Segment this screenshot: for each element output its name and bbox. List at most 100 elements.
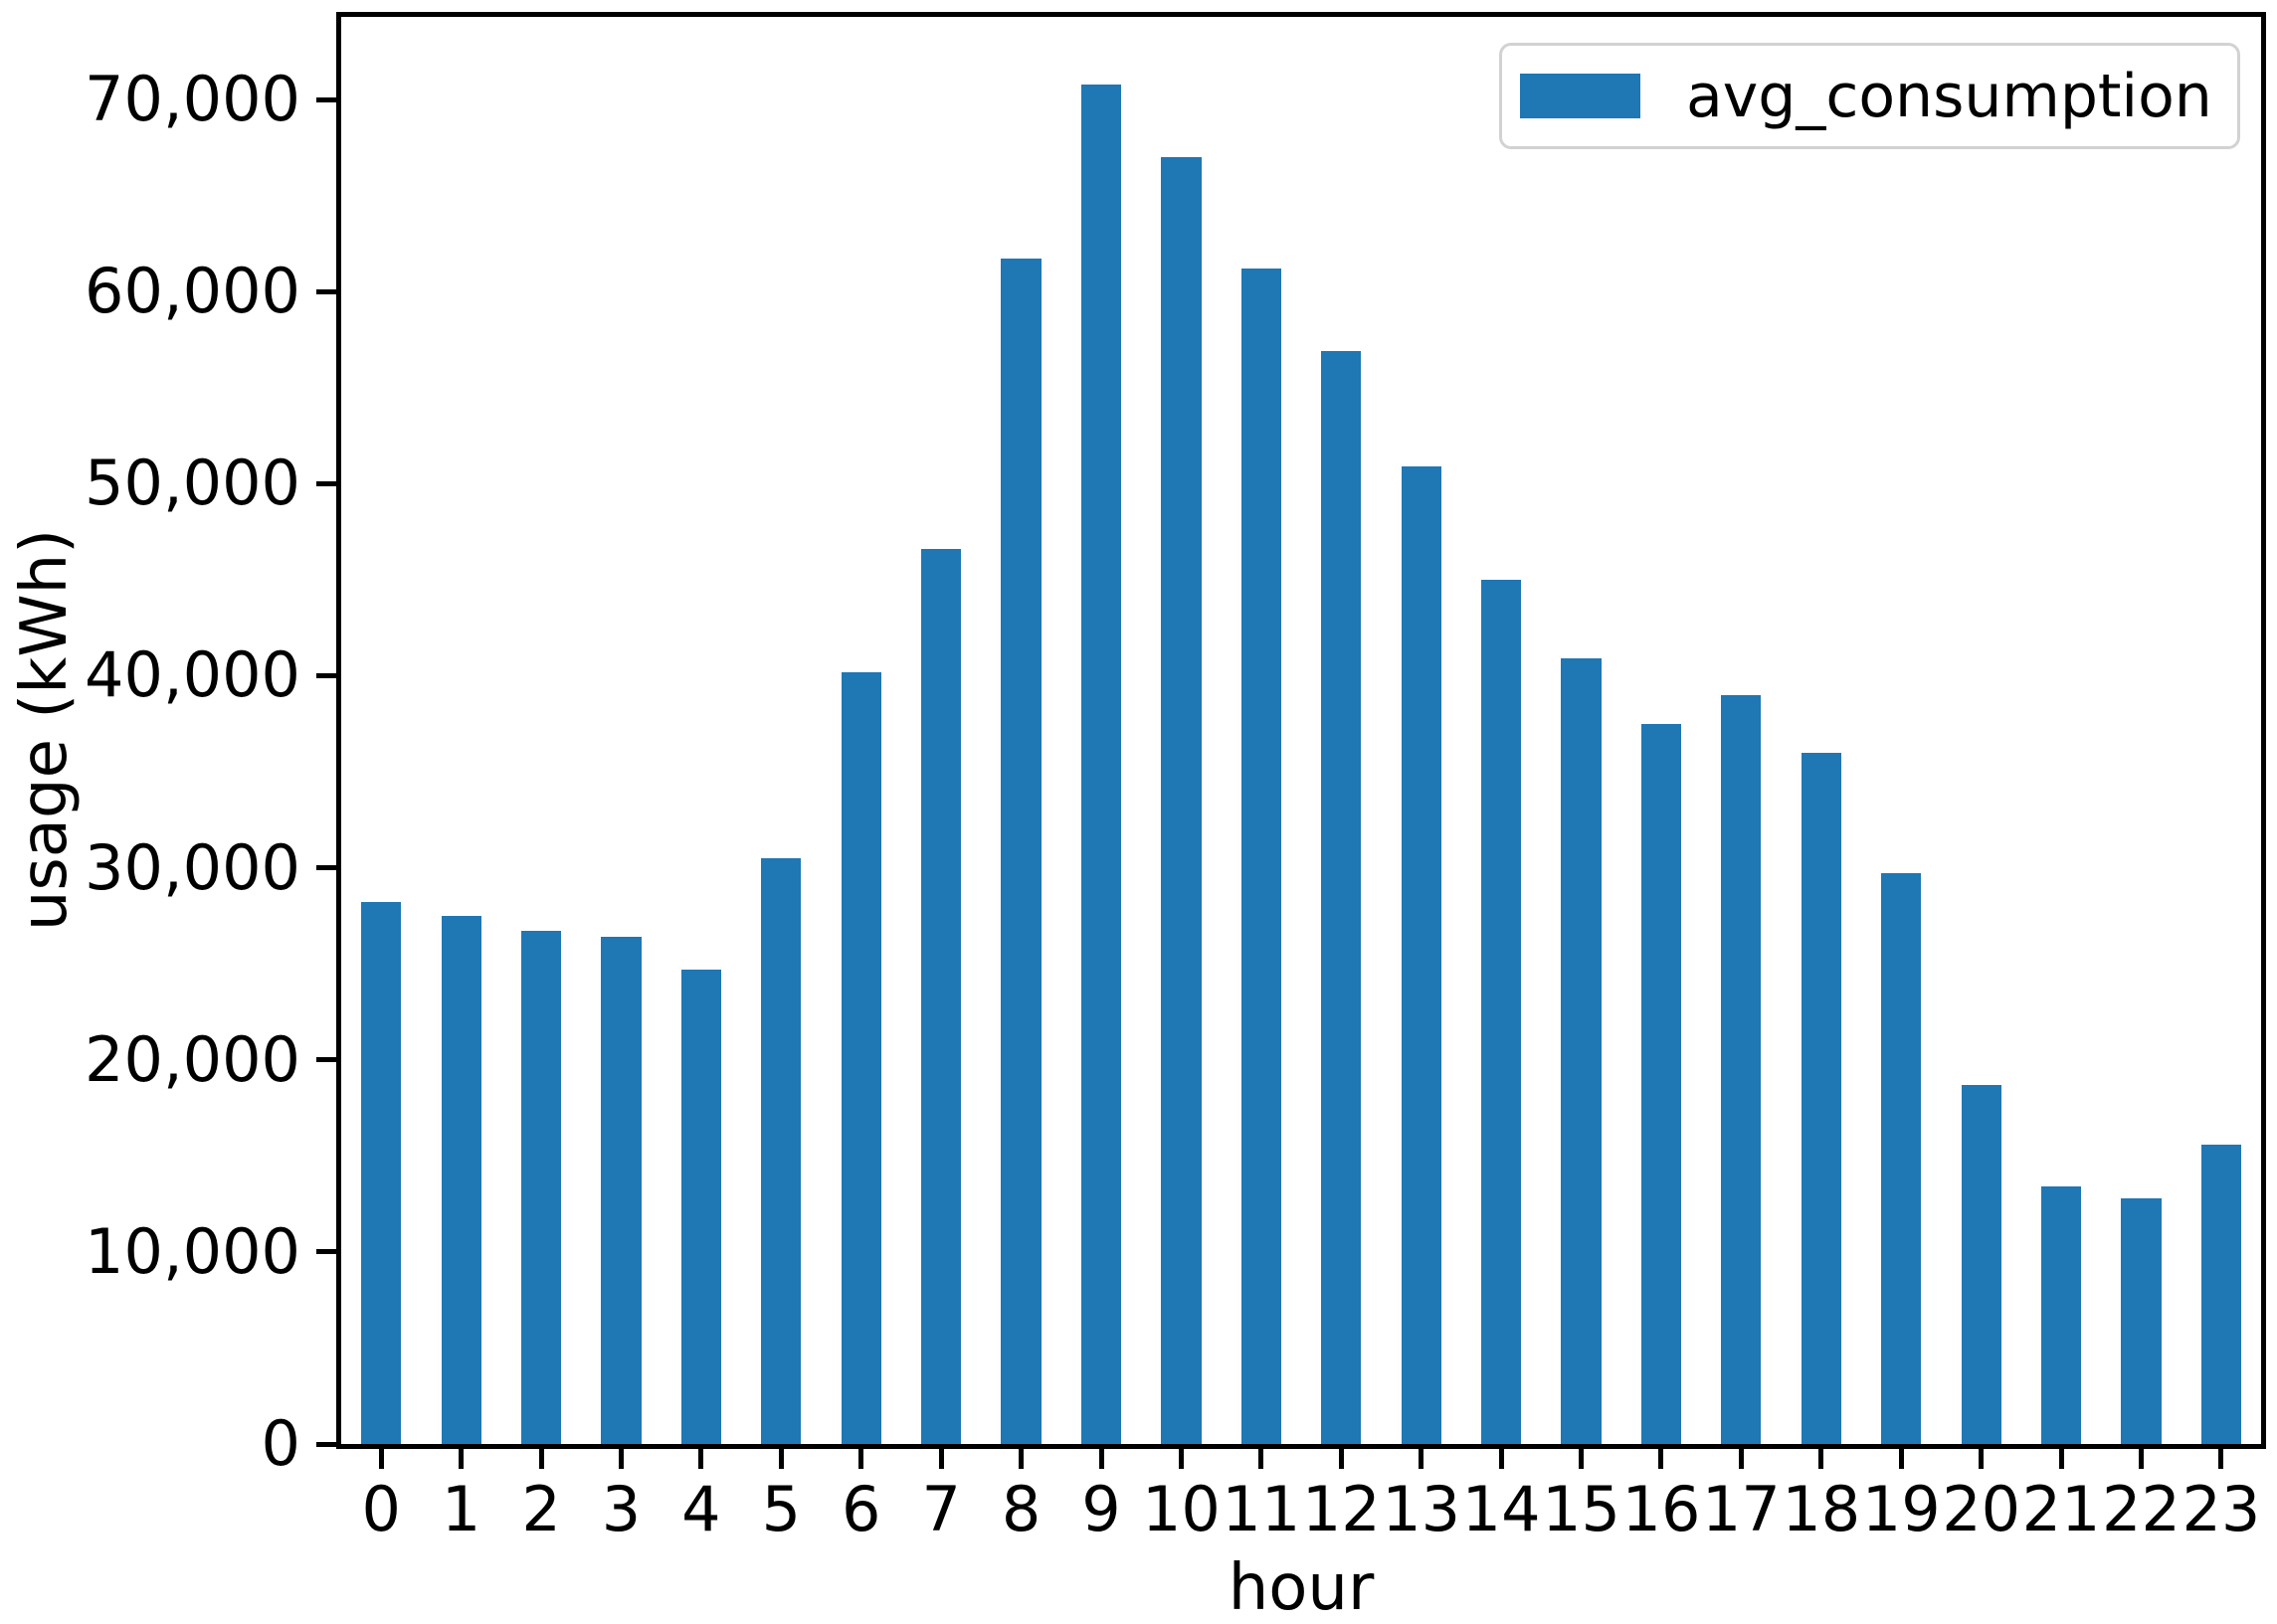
- y-tick-label-40000: 40,000: [85, 638, 300, 712]
- x-tick-slot-9: 9: [1061, 1449, 1141, 1544]
- x-tick-label-21: 21: [2021, 1473, 2101, 1545]
- x-tick-mark-10: [1178, 1449, 1184, 1469]
- y-tick-mark-30000: [316, 865, 336, 871]
- bar-hour-20: [1961, 1084, 2001, 1444]
- x-tick-label-13: 13: [1382, 1473, 1461, 1545]
- x-tick-label-4: 4: [681, 1473, 721, 1545]
- bar-hour-23: [2200, 1144, 2242, 1444]
- y-tick-mark-40000: [316, 672, 336, 678]
- bar-hour-16: [1640, 723, 1682, 1444]
- y-tick-label-20000: 20,000: [85, 1022, 300, 1096]
- x-tick-slot-18: 18: [1782, 1449, 1861, 1544]
- x-tick-slot-17: 17: [1701, 1449, 1781, 1544]
- x-tick-slot-6: 6: [822, 1449, 901, 1544]
- bar-slot-hour-17: [1701, 17, 1781, 1444]
- bar-hour-22: [2121, 1197, 2162, 1444]
- bar-hour-18: [1801, 752, 1841, 1444]
- x-tick-slot-23: 23: [2182, 1449, 2261, 1544]
- x-tick-label-16: 16: [1621, 1473, 1701, 1545]
- x-tick-mark-20: [1979, 1449, 1985, 1469]
- x-tick-mark-5: [778, 1449, 784, 1469]
- x-tick-mark-12: [1338, 1449, 1344, 1469]
- x-tick-label-8: 8: [1001, 1473, 1042, 1545]
- y-tick-label-0: 0: [261, 1407, 300, 1480]
- bar-slot-hour-0: [341, 17, 421, 1444]
- x-tick-mark-14: [1498, 1449, 1504, 1469]
- legend-color-swatch: [1520, 74, 1640, 118]
- x-tick-label-20: 20: [1942, 1473, 2021, 1545]
- legend-label: avg_consumption: [1686, 61, 2212, 131]
- bar-hour-7: [921, 549, 962, 1444]
- bar-slot-hour-3: [581, 17, 661, 1444]
- bar-hour-21: [2040, 1186, 2082, 1444]
- x-tick-mark-16: [1658, 1449, 1664, 1469]
- bar-slot-hour-19: [1861, 17, 1941, 1444]
- x-tick-label-0: 0: [361, 1473, 401, 1545]
- x-tick-slot-10: 10: [1141, 1449, 1221, 1544]
- x-tick-slot-20: 20: [1941, 1449, 2020, 1544]
- bar-slot-hour-6: [822, 17, 901, 1444]
- bar-hour-13: [1401, 465, 1441, 1444]
- x-tick-slot-13: 13: [1381, 1449, 1460, 1544]
- bar-slot-hour-21: [2021, 17, 2101, 1444]
- bar-hour-3: [601, 937, 642, 1444]
- bar-slot-hour-7: [901, 17, 981, 1444]
- x-tick-mark-21: [2058, 1449, 2064, 1469]
- y-tick-label-50000: 50,000: [85, 447, 300, 520]
- x-tick-mark-13: [1419, 1449, 1424, 1469]
- x-tick-mark-8: [1019, 1449, 1025, 1469]
- x-tick-slot-2: 2: [501, 1449, 581, 1544]
- bar-hour-0: [361, 902, 402, 1444]
- x-tick-label-5: 5: [761, 1473, 802, 1545]
- x-tick-slot-21: 21: [2021, 1449, 2101, 1544]
- bar-slot-hour-1: [421, 17, 500, 1444]
- x-tick-mark-15: [1579, 1449, 1585, 1469]
- bar-hour-15: [1561, 658, 1602, 1444]
- x-tick-label-3: 3: [601, 1473, 642, 1545]
- x-tick-slot-5: 5: [741, 1449, 821, 1544]
- bar-slot-hour-18: [1782, 17, 1861, 1444]
- bar-slot-hour-10: [1141, 17, 1221, 1444]
- x-tick-slot-0: 0: [341, 1449, 421, 1544]
- bar-slot-hour-5: [741, 17, 821, 1444]
- x-tick-mark-6: [858, 1449, 864, 1469]
- bar-hour-19: [1881, 873, 1922, 1444]
- x-tick-mark-1: [459, 1449, 465, 1469]
- x-tick-label-23: 23: [2182, 1473, 2261, 1545]
- bar-slot-hour-14: [1461, 17, 1541, 1444]
- x-tick-slot-16: 16: [1621, 1449, 1701, 1544]
- bar-slot-hour-23: [2182, 17, 2261, 1444]
- x-tick-slot-4: 4: [662, 1449, 741, 1544]
- y-tick-mark-0: [316, 1441, 336, 1447]
- x-tick-slot-14: 14: [1461, 1449, 1541, 1544]
- x-tick-label-10: 10: [1141, 1473, 1221, 1545]
- x-tick-mark-3: [618, 1449, 624, 1469]
- y-tick-label-70000: 70,000: [85, 63, 300, 136]
- bar-slot-hour-4: [662, 17, 741, 1444]
- bar-hour-2: [520, 931, 562, 1444]
- bar-hour-12: [1321, 351, 1362, 1444]
- x-tick-label-12: 12: [1301, 1473, 1381, 1545]
- x-tick-label-15: 15: [1542, 1473, 1620, 1545]
- bar-hour-6: [841, 671, 881, 1444]
- x-tick-label-7: 7: [921, 1473, 961, 1545]
- x-tick-mark-11: [1258, 1449, 1264, 1469]
- bar-slot-hour-20: [1941, 17, 2020, 1444]
- x-tick-label-17: 17: [1701, 1473, 1781, 1545]
- x-tick-slot-11: 11: [1222, 1449, 1301, 1544]
- y-tick-label-10000: 10,000: [85, 1214, 300, 1288]
- x-tick-label-11: 11: [1222, 1473, 1301, 1545]
- bar-slot-hour-12: [1301, 17, 1381, 1444]
- x-tick-slot-15: 15: [1541, 1449, 1620, 1544]
- bar-hour-4: [680, 969, 721, 1444]
- bar-hour-8: [1001, 259, 1042, 1444]
- x-tick-slot-12: 12: [1301, 1449, 1381, 1544]
- x-tick-label-2: 2: [521, 1473, 561, 1545]
- x-tick-label-19: 19: [1861, 1473, 1941, 1545]
- x-tick-mark-2: [538, 1449, 544, 1469]
- x-tick-label-18: 18: [1782, 1473, 1861, 1545]
- bar-slot-hour-22: [2101, 17, 2181, 1444]
- bar-slot-hour-8: [981, 17, 1060, 1444]
- bar-hour-10: [1161, 157, 1202, 1444]
